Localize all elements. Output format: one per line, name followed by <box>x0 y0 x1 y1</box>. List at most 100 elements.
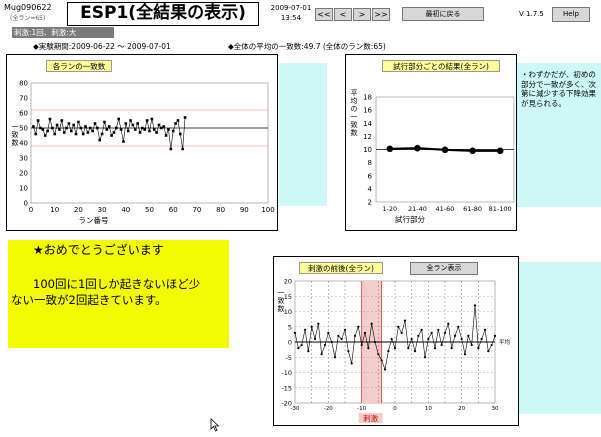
svg-text:数: 数 <box>12 138 19 147</box>
data-point <box>84 125 87 128</box>
data-point <box>146 119 149 122</box>
x-tick-label: 21-40 <box>408 205 427 213</box>
data-point <box>44 134 47 137</box>
data-point <box>75 133 78 136</box>
data-point <box>477 347 479 349</box>
data-point <box>494 335 496 337</box>
nav-first-button[interactable]: << <box>315 8 333 21</box>
condition-label: 刺激:1回、刺激:大 <box>12 27 114 38</box>
data-point <box>437 329 439 331</box>
data-point <box>82 133 85 136</box>
page-title: ESP1(全結果の表示) <box>67 2 259 26</box>
svg-text:数: 数 <box>278 304 285 313</box>
data-point <box>484 329 486 331</box>
mouse-cursor-icon <box>210 418 220 432</box>
data-point <box>451 347 453 349</box>
y-tick-label: 40 <box>19 140 28 148</box>
data-point <box>120 128 123 131</box>
x-tick-label: 81-100 <box>489 205 512 213</box>
data-point <box>125 122 128 125</box>
x-axis-label: 試行部分 <box>395 214 425 224</box>
data-point <box>381 359 383 361</box>
runs-chart-panel: 各ランの一致数 01020304050607080901000102030405… <box>6 54 278 231</box>
nav-prev-button[interactable]: < <box>334 8 352 21</box>
y-tick-label: 60 <box>19 110 28 118</box>
runs-chart: 010203040506070809010001020304050607080ラ… <box>7 55 279 232</box>
data-point <box>34 133 37 136</box>
data-point <box>321 353 323 355</box>
help-button[interactable]: Help <box>552 7 590 22</box>
data-point <box>158 124 161 127</box>
data-point <box>454 335 456 337</box>
data-point <box>46 130 49 133</box>
data-point <box>404 320 406 322</box>
x-tick-label: 30 <box>492 406 499 412</box>
data-point <box>87 131 90 134</box>
data-point <box>155 131 158 134</box>
data-point <box>427 338 429 340</box>
data-point <box>172 130 175 133</box>
data-point <box>141 127 144 130</box>
y-tick-label: 8 <box>368 159 372 167</box>
data-point <box>414 350 416 352</box>
data-point <box>122 140 125 143</box>
data-point <box>464 353 466 355</box>
data-point <box>469 148 476 155</box>
data-point <box>467 335 469 337</box>
x-tick-label: 100 <box>261 206 274 214</box>
svg-text:一: 一 <box>278 289 285 297</box>
y-tick-label: 10 <box>19 185 28 193</box>
data-point <box>304 329 306 331</box>
message-line-1: 100回に1回しか起きないほど少 <box>33 276 200 292</box>
y-tick-label: 30 <box>19 155 28 163</box>
x-axis-label: ラン番号 <box>79 215 109 225</box>
y-tick-label: 16 <box>363 107 372 115</box>
data-point <box>160 127 163 130</box>
back-to-start-button[interactable]: 最初に戻る <box>402 7 484 21</box>
svg-text:一: 一 <box>12 123 19 131</box>
data-point <box>72 124 75 127</box>
y-tick-label: 6 <box>368 172 373 180</box>
plot-area <box>31 83 268 203</box>
data-point <box>98 139 101 142</box>
data-point <box>384 368 386 370</box>
data-point <box>317 323 319 325</box>
data-point <box>434 347 436 349</box>
experiment-id: Mug090622 <box>4 3 52 12</box>
average-label: ◆全体の平均の一致数:49.7 (全体のラン数:65) <box>228 41 386 52</box>
x-tick-label: 0 <box>29 206 33 214</box>
data-point <box>461 338 463 340</box>
data-point <box>37 119 40 122</box>
run-count-subtitle: (全ラン=65) <box>10 13 45 22</box>
svg-text:数: 数 <box>351 128 358 137</box>
data-point <box>61 119 64 122</box>
x-tick-label: 90 <box>240 206 249 214</box>
data-point <box>447 323 449 325</box>
data-point <box>441 344 443 346</box>
data-point <box>401 332 403 334</box>
y-axis-label: 平均の一致数 <box>351 89 358 137</box>
data-point <box>115 127 118 130</box>
data-point <box>357 326 359 328</box>
y-tick-label: 12 <box>363 133 372 141</box>
svg-text:平: 平 <box>351 89 358 97</box>
data-point <box>414 145 421 152</box>
data-point <box>139 131 142 134</box>
data-point <box>301 344 303 346</box>
nav-last-button[interactable]: >> <box>372 8 390 21</box>
cyan-panel-3 <box>519 262 601 414</box>
y-tick-label: -5 <box>286 354 292 362</box>
y-tick-label: 14 <box>363 120 372 128</box>
x-tick-label: 61-80 <box>463 205 482 213</box>
data-point <box>481 338 483 340</box>
date-text: 2009-07-01 <box>268 3 314 13</box>
svg-text:致: 致 <box>351 120 358 129</box>
y-tick-label: 80 <box>19 80 28 88</box>
data-point <box>361 344 363 346</box>
data-point <box>117 118 120 121</box>
nav-next-button[interactable]: > <box>353 8 371 21</box>
version-label: V 1.7.5 <box>519 10 544 18</box>
show-all-runs-button[interactable]: 全ラン表示 <box>410 262 478 275</box>
svg-text:致: 致 <box>12 130 19 139</box>
data-point <box>331 341 333 343</box>
